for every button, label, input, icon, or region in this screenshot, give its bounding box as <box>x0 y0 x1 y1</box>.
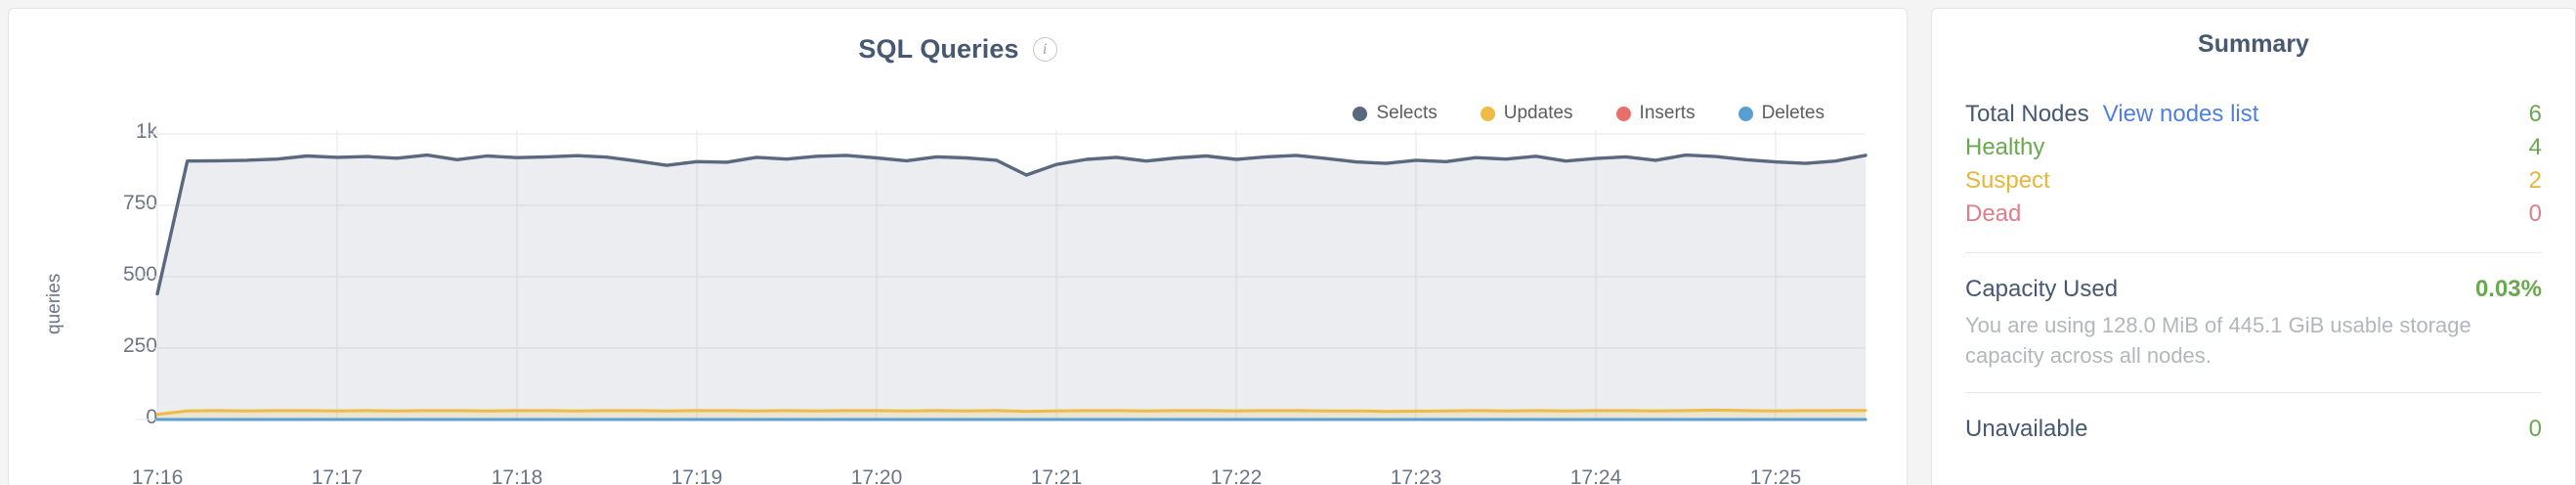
x-tick-label: 17:23 <box>1390 466 1442 485</box>
x-tick-label: 17:18 <box>491 466 543 485</box>
summary-row-healthy: Healthy 4 <box>1965 131 2542 164</box>
legend-label: Deletes <box>1761 103 1825 123</box>
x-tick-label: 17:24 <box>1569 466 1622 485</box>
x-tick-label: 17:17 <box>311 466 364 485</box>
legend-item-selects[interactable]: Selects <box>1352 103 1438 124</box>
info-icon[interactable]: i <box>1032 37 1057 62</box>
y-tick-label: 250 <box>122 334 157 357</box>
summary-title: Summary <box>2198 30 2309 58</box>
total-nodes-value: 6 <box>2528 101 2542 127</box>
summary-row-next: Unavailable 0 <box>1965 413 2542 446</box>
series-area-selects <box>157 154 1866 419</box>
legend-label: Updates <box>1503 103 1573 123</box>
legend-item-updates[interactable]: Updates <box>1480 103 1573 124</box>
capacity-used-label: Capacity Used <box>1965 276 2119 302</box>
next-row-label: Unavailable <box>1965 416 2088 443</box>
y-tick-label: 0 <box>146 406 157 428</box>
summary-divider-2 <box>1965 392 2542 394</box>
view-nodes-list-link[interactable]: View nodes list <box>2102 101 2259 127</box>
node-status-label: Healthy <box>1965 134 2045 160</box>
x-tick-label: 17:22 <box>1210 466 1263 485</box>
node-status-label: Dead <box>1965 200 2022 227</box>
node-status-value: 0 <box>2528 200 2542 227</box>
legend-item-inserts[interactable]: Inserts <box>1615 103 1696 124</box>
next-row-value: 0 <box>2528 416 2542 443</box>
node-status-rows: Healthy 4 Suspect 2 Dead 0 <box>1965 131 2542 231</box>
legend-dot-icon <box>1480 106 1495 121</box>
legend-dot-icon <box>1352 106 1368 121</box>
chart-plot-area: queries 0 250 500 750 1k <box>9 120 1909 457</box>
x-tick-label: 17:16 <box>131 466 184 485</box>
summary-card: Summary Total Nodes View nodes list 6 He… <box>1931 8 2576 485</box>
total-nodes-label: Total Nodes <box>1965 101 2089 127</box>
node-status-value: 2 <box>2528 167 2542 194</box>
node-status-value: 4 <box>2528 134 2542 160</box>
summary-row-capacity: Capacity Used 0.03% <box>1965 273 2542 306</box>
x-tick-label: 17:19 <box>670 466 723 485</box>
series-line-selects <box>155 153 1868 296</box>
summary-row-dead: Dead 0 <box>1965 198 2542 231</box>
legend-label: Inserts <box>1639 103 1696 123</box>
chart-svg <box>136 130 1868 421</box>
legend-dot-icon <box>1615 106 1631 121</box>
summary-row-suspect: Suspect 2 <box>1965 164 2542 198</box>
chart-header: SQL Queries i <box>9 9 1907 65</box>
chart-title: SQL Queries <box>858 34 1019 64</box>
y-tick-label: 500 <box>122 263 157 286</box>
series-line-updates <box>155 408 1868 417</box>
legend-item-deletes[interactable]: Deletes <box>1738 103 1825 124</box>
summary-row-total-nodes: Total Nodes View nodes list 6 <box>1965 98 2542 131</box>
capacity-description: You are using 128.0 MiB of 445.1 GiB usa… <box>1965 313 2471 369</box>
y-axis-ticks: 0 250 500 750 1k <box>67 120 157 457</box>
y-tick-label: 1k <box>135 120 157 143</box>
x-tick-label: 17:21 <box>1030 466 1083 485</box>
x-tick-label: 17:25 <box>1749 466 1802 485</box>
legend-label: Selects <box>1376 103 1438 123</box>
node-status-label: Suspect <box>1965 167 2050 194</box>
chart-legend: Selects Updates Inserts Deletes <box>1352 103 1825 124</box>
summary-divider-1 <box>1965 252 2542 253</box>
x-tick-label: 17:20 <box>850 466 903 485</box>
series-area-updates <box>157 410 1866 419</box>
capacity-used-value: 0.03% <box>2474 276 2542 302</box>
legend-dot-icon <box>1738 106 1753 121</box>
x-axis: 17:16 17:17 17:18 17:19 17:20 17:21 17:22 17:23… <box>9 466 1909 485</box>
y-tick-label: 750 <box>122 192 157 214</box>
sql-queries-chart-card: SQL Queries i Selects Updates Inserts Delet… <box>8 8 1908 485</box>
